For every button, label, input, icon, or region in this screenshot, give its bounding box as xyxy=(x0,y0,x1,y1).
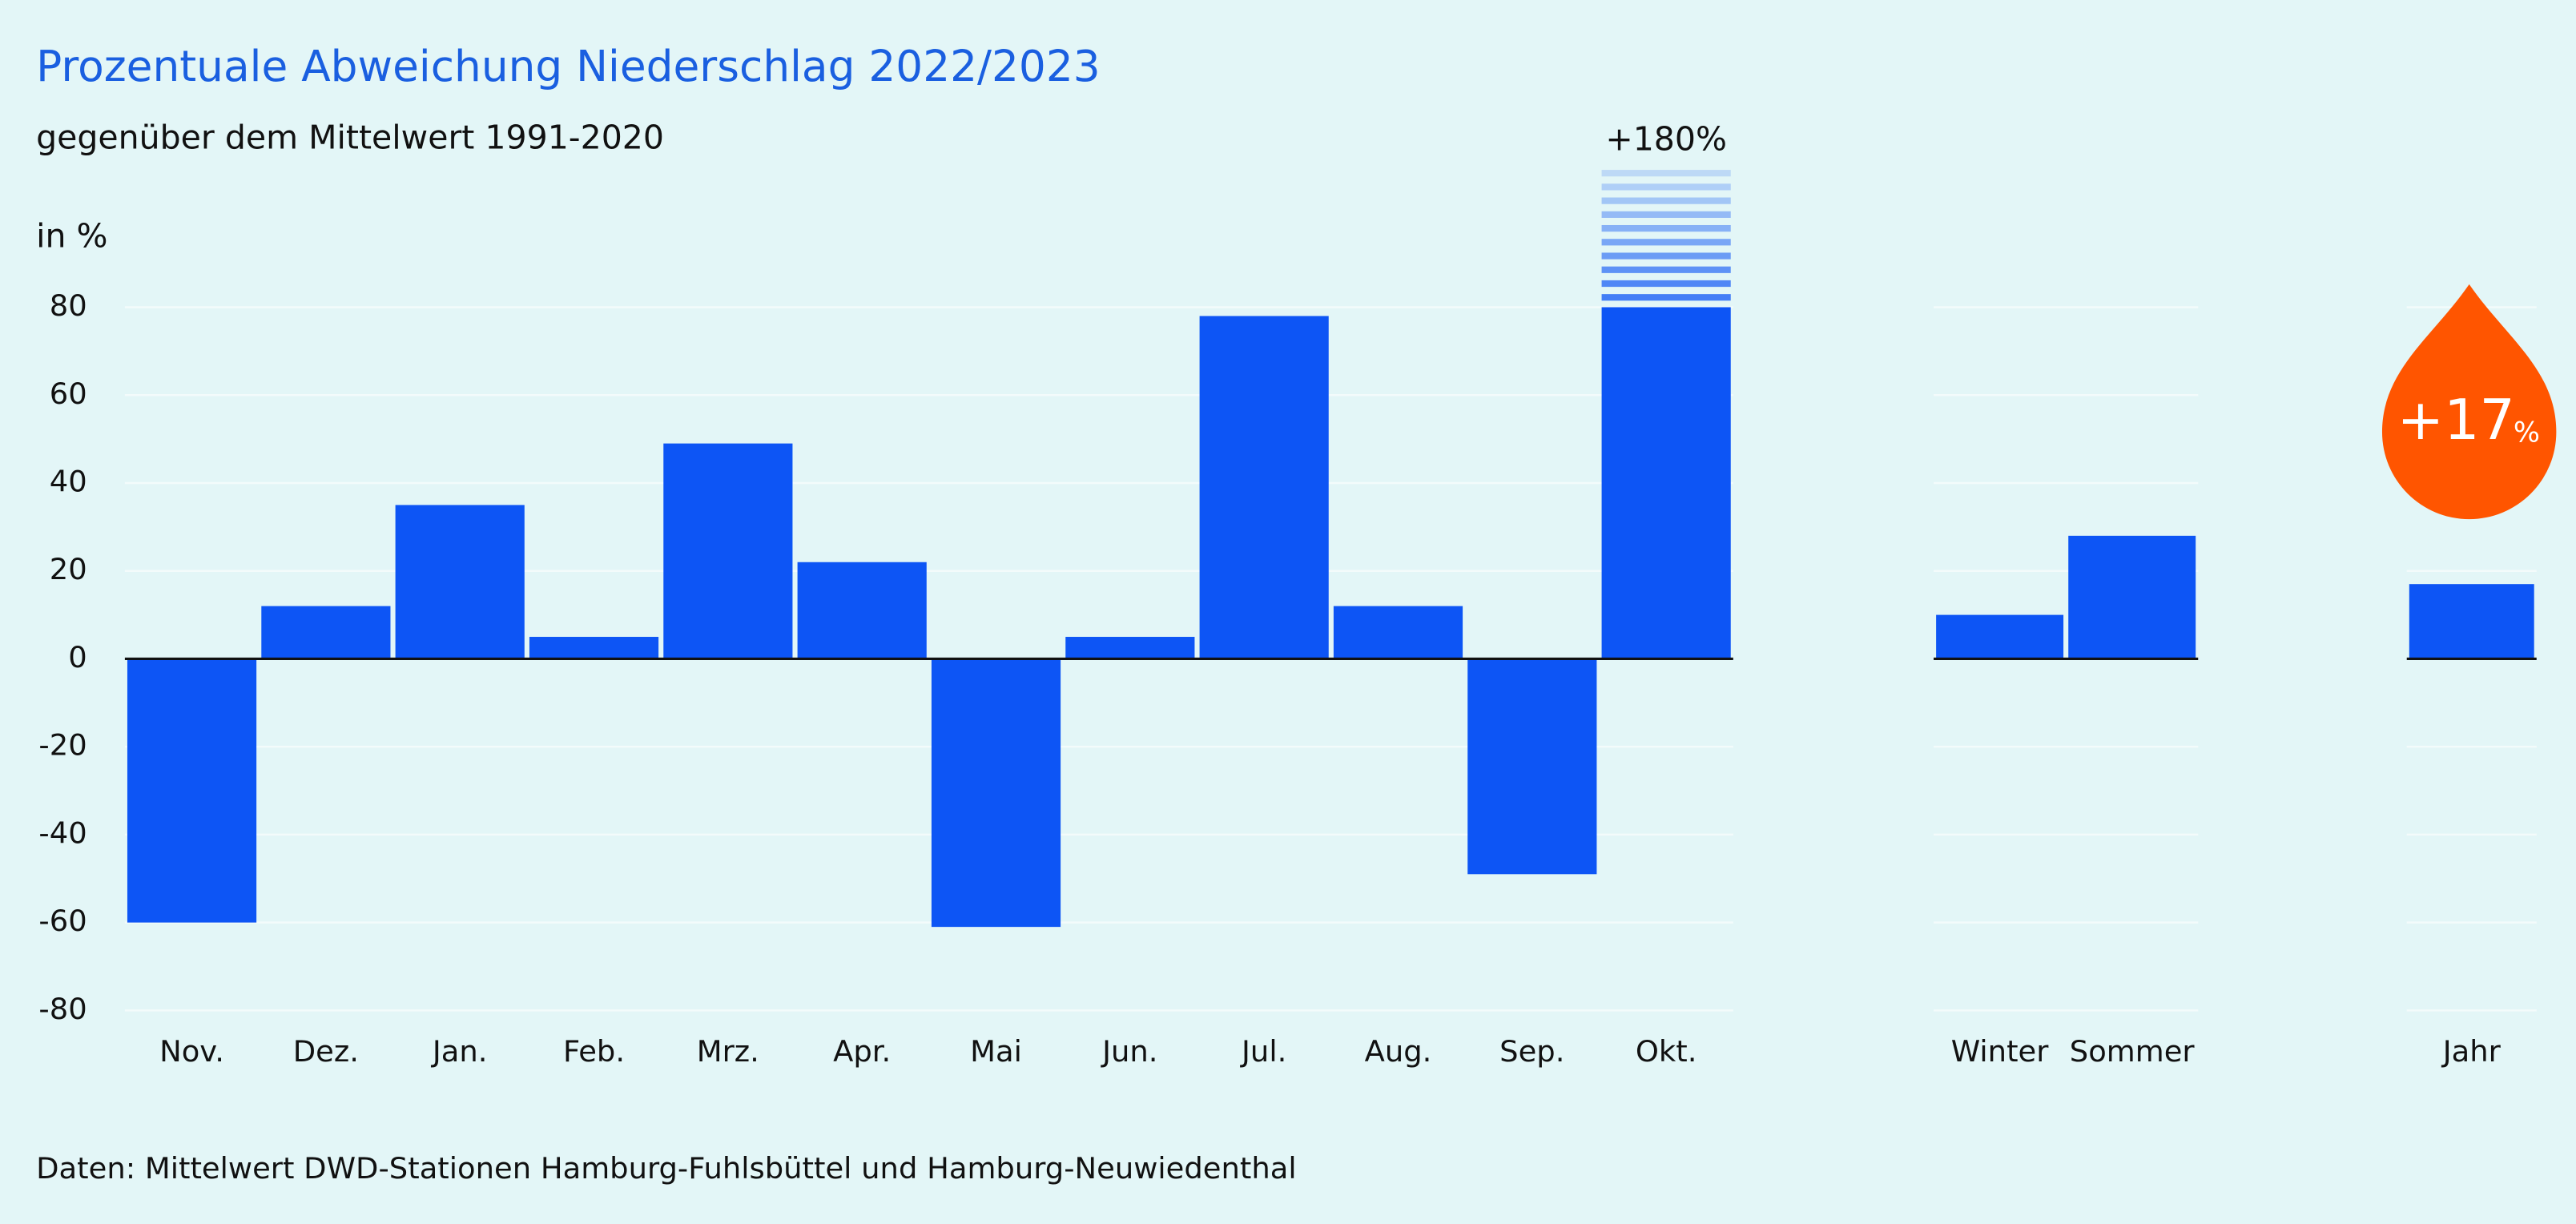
y-tick-label: 20 xyxy=(50,552,87,586)
bar xyxy=(395,505,525,659)
drop-label: +17 xyxy=(2397,388,2515,453)
x-tick-label: Sep. xyxy=(1499,1034,1564,1069)
bar xyxy=(1467,658,1597,875)
drop-unit: % xyxy=(2514,417,2540,449)
x-tick-label: Winter xyxy=(1951,1034,2050,1069)
bar xyxy=(931,658,1061,928)
bar xyxy=(1936,614,2064,659)
subtitle: gegenüber dem Mittelwert 1991-2020 xyxy=(36,118,664,156)
overflow-stripe xyxy=(1601,197,1731,204)
y-tick-label: -20 xyxy=(38,728,87,763)
x-tick-label: Apr. xyxy=(833,1034,891,1069)
value-label: +180% xyxy=(1605,119,1727,158)
drop xyxy=(2381,284,2557,520)
x-tick-label: Aug. xyxy=(1365,1034,1432,1069)
overflow-stripe xyxy=(1601,211,1731,218)
overflow-stripe xyxy=(1601,252,1731,260)
y-axis-label: in % xyxy=(36,216,107,255)
bar xyxy=(1601,307,1731,659)
y-tick-label: 40 xyxy=(50,464,87,498)
y-tick-label: 60 xyxy=(50,376,87,411)
y-tick-label: 80 xyxy=(50,288,87,323)
footer: Daten: Mittelwert DWD-Stationen Hamburg-… xyxy=(36,1151,1296,1186)
chart-title: Prozentuale Abweichung Niederschlag 2022… xyxy=(36,42,1101,91)
x-tick-label: Mrz. xyxy=(697,1034,759,1069)
overflow-stripe xyxy=(1601,266,1731,273)
x-tick-label: Jan. xyxy=(431,1034,488,1069)
x-tick-label: Okt. xyxy=(1636,1034,1697,1069)
bar xyxy=(1199,316,1329,659)
x-tick-label: Jul. xyxy=(1240,1034,1286,1069)
x-tick-label: Jun. xyxy=(1101,1034,1157,1069)
overflow-stripe xyxy=(1601,224,1731,232)
x-tick-label: Sommer xyxy=(2070,1034,2196,1069)
bar xyxy=(663,443,793,659)
overflow-stripe xyxy=(1601,170,1731,177)
overflow-stripe xyxy=(1601,239,1731,246)
bar xyxy=(529,637,659,659)
overflow-stripe xyxy=(1601,183,1731,191)
bar xyxy=(2409,584,2534,659)
bar xyxy=(797,562,927,659)
y-tick-label: -40 xyxy=(38,815,87,850)
overflow-stripe xyxy=(1601,294,1731,301)
bar xyxy=(2068,535,2196,659)
bar xyxy=(127,658,257,923)
overflow-stripe xyxy=(1601,280,1731,288)
y-tick-label: -80 xyxy=(38,992,87,1026)
y-tick-label: -60 xyxy=(38,904,87,938)
x-tick-label: Feb. xyxy=(563,1034,625,1069)
bar xyxy=(1065,637,1195,659)
bar xyxy=(261,606,391,659)
x-tick-label: Mai xyxy=(970,1034,1022,1069)
x-tick-label: Jahr xyxy=(2441,1034,2502,1069)
y-tick-label: 0 xyxy=(68,640,87,674)
x-tick-label: Nov. xyxy=(159,1034,224,1069)
x-tick-label: Dez. xyxy=(293,1034,359,1069)
bar xyxy=(1333,606,1463,659)
